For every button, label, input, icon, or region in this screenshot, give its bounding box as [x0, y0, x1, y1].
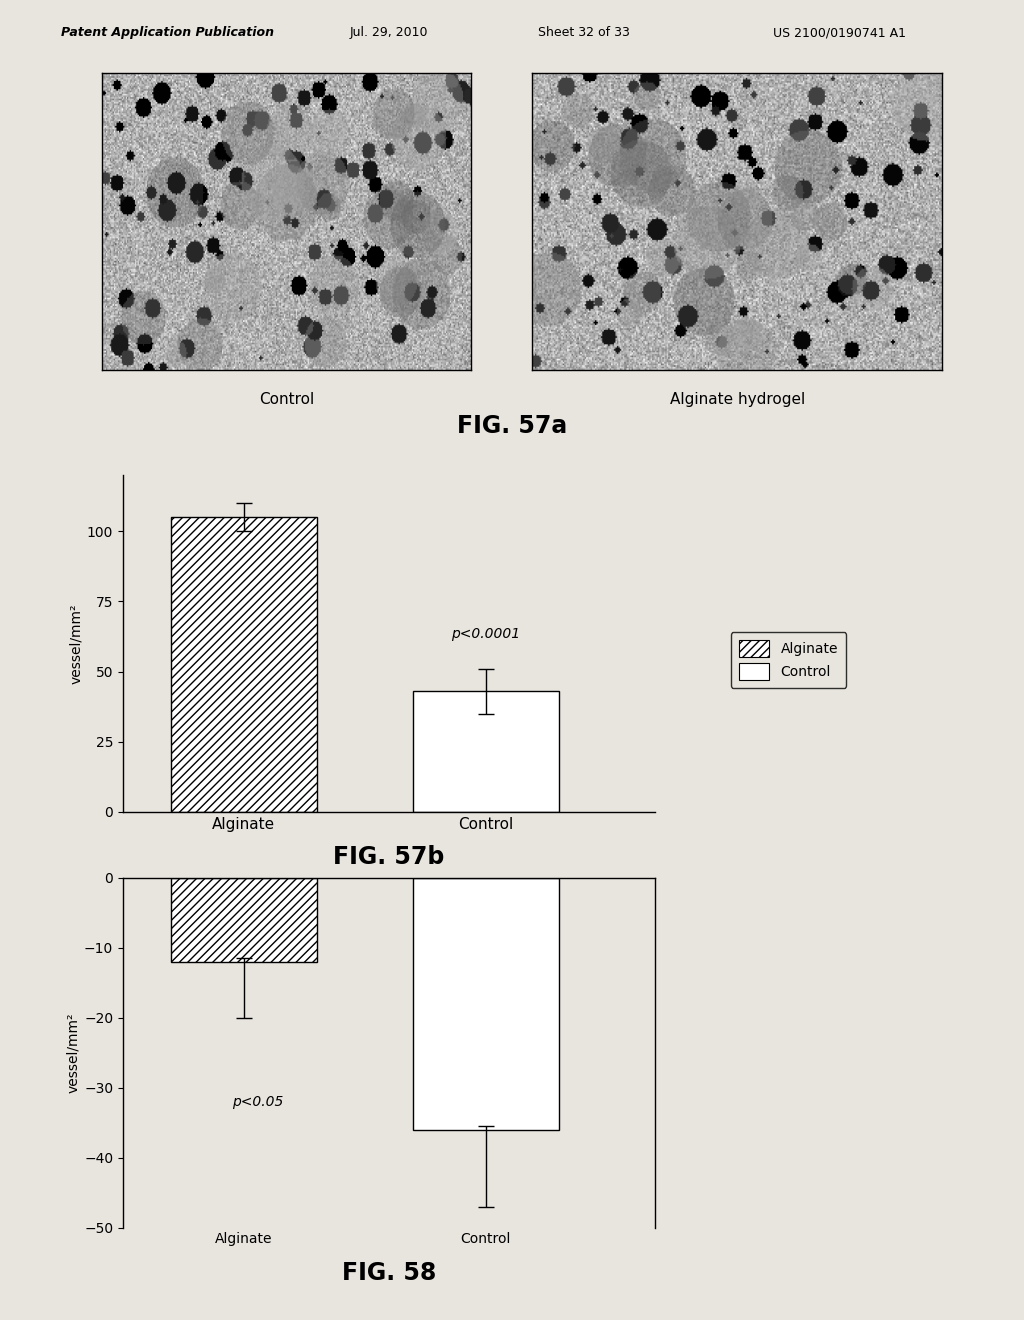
Text: Jul. 29, 2010: Jul. 29, 2010 — [350, 26, 428, 40]
Y-axis label: vessel/mm²: vessel/mm² — [69, 603, 83, 684]
Bar — [171, 517, 316, 812]
Text: Sheet 32 of 33: Sheet 32 of 33 — [538, 26, 630, 40]
Bar — [414, 878, 558, 1130]
Text: FIG. 58: FIG. 58 — [342, 1261, 436, 1284]
Text: US 2100/0190741 A1: US 2100/0190741 A1 — [773, 26, 906, 40]
Text: FIG. 57a: FIG. 57a — [457, 414, 567, 438]
Legend: Alginate, Control: Alginate, Control — [730, 632, 847, 688]
Text: Patent Application Publication: Patent Application Publication — [61, 26, 274, 40]
Y-axis label: vessel/mm²: vessel/mm² — [66, 1012, 80, 1093]
Bar — [171, 878, 316, 962]
Bar — [414, 692, 558, 812]
Text: Control: Control — [259, 392, 314, 407]
Text: FIG. 57b: FIG. 57b — [334, 845, 444, 869]
Text: p<0.05: p<0.05 — [231, 1094, 284, 1109]
Text: Alginate hydrogel: Alginate hydrogel — [670, 392, 805, 407]
Text: p<0.0001: p<0.0001 — [452, 627, 520, 640]
